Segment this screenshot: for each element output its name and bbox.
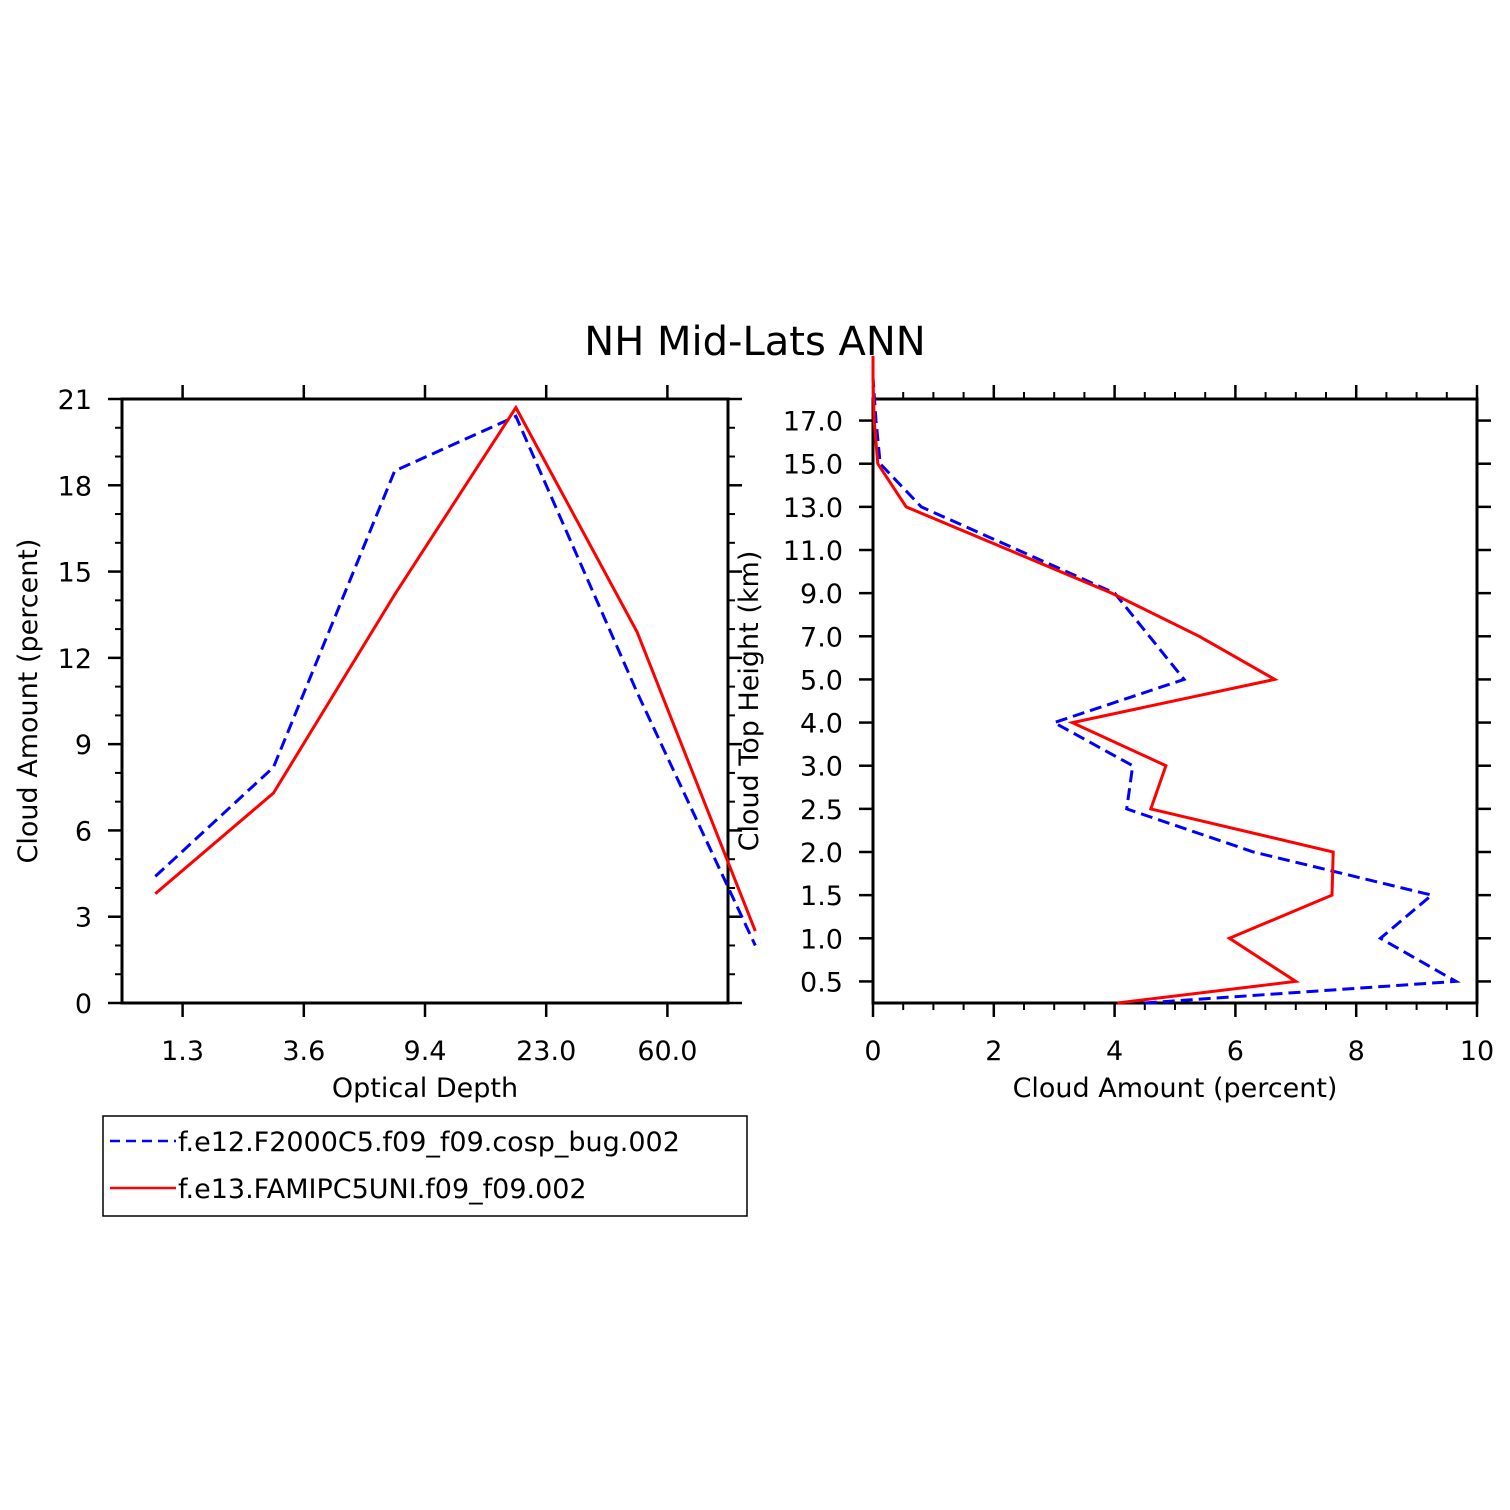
left-x-axis-label: Optical Depth	[332, 1073, 518, 1104]
right-series-line-b	[871, 355, 1335, 1005]
right-series-line-a	[871, 355, 1461, 1005]
right-y-tick-label: 3.0	[800, 752, 843, 783]
left-plot-frame	[120, 397, 730, 1005]
left-y-tick-label: 15	[58, 558, 92, 589]
left-series-lines	[154, 404, 757, 947]
left-y-tick-label: 9	[75, 730, 92, 761]
left-x-tick-label: 60.0	[637, 1036, 697, 1067]
right-x-axis-label: Cloud Amount (percent)	[1013, 1073, 1338, 1104]
legend-box	[102, 1115, 748, 1217]
left-x-tick-label: 9.4	[404, 1036, 447, 1067]
left-series-line-a	[154, 414, 757, 947]
legend: f.e12.F2000C5.f09_f09.cosp_bug.002 f.e13…	[102, 1115, 748, 1217]
right-y-tick-label: 4.0	[800, 709, 843, 740]
right-y-tick-label: 1.0	[800, 924, 843, 955]
right-x-tick-label: 8	[1348, 1036, 1365, 1067]
right-y-tick-label: 5.0	[800, 665, 843, 696]
left-x-tick-label: 3.6	[282, 1036, 325, 1067]
right-y-tick-label: 17.0	[783, 407, 843, 438]
right-y-tick-label: 7.0	[800, 622, 843, 653]
chart-title: NH Mid-Lats ANN	[584, 319, 925, 365]
right-x-tick-label: 10	[1460, 1036, 1494, 1067]
right-y-tick-label: 2.5	[800, 795, 843, 826]
right-y-axis-label: Cloud Top Height (km)	[734, 551, 765, 852]
left-x-tick-label: 23.0	[516, 1036, 576, 1067]
right-series-lines	[871, 355, 1461, 1005]
left-series-line-b	[154, 404, 757, 932]
left-y-axis-label: Cloud Amount (percent)	[13, 539, 44, 864]
right-y-tick-label: 15.0	[783, 450, 843, 481]
left-y-tick-label: 18	[58, 471, 92, 502]
cloud-top-height-panel: 0.5 1.0 1.5 2.0 2.5 3.0 4.0 5.0 7.0 9.0 11.0 13.0 15…	[734, 355, 1494, 1104]
left-y-tick-label: 12	[58, 644, 92, 675]
right-x-tick-label: 4	[1106, 1036, 1123, 1067]
right-y-tick-label: 0.5	[800, 967, 843, 998]
left-y-tick-label: 21	[58, 385, 92, 416]
right-x-tick-label: 2	[985, 1036, 1002, 1067]
right-x-tick-label: 0	[864, 1036, 881, 1067]
left-y-tick-label: 6	[75, 816, 92, 847]
left-y-tick-label: 0	[75, 989, 92, 1020]
optical-depth-panel: 0 3 6 9 12 15 18 21 1.3 3.6 9.4 23.0 60.0 Optical De…	[13, 385, 757, 1104]
legend-label-series-b: f.e13.FAMIPC5UNI.f09_f09.002	[178, 1174, 587, 1205]
right-tick-marks: 0.5 1.0 1.5 2.0 2.5 3.0 4.0 5.0 7.0 9.0 11.0 13.0 15…	[783, 385, 1494, 1067]
right-y-tick-label: 1.5	[800, 881, 843, 912]
left-tick-marks: 0 3 6 9 12 15 18 21 1.3 3.6 9.4 23.0 60.0	[58, 385, 742, 1067]
left-x-tick-label: 1.3	[161, 1036, 204, 1067]
right-x-tick-label: 6	[1227, 1036, 1244, 1067]
legend-label-series-a: f.e12.F2000C5.f09_f09.cosp_bug.002	[178, 1127, 680, 1158]
right-y-tick-label: 13.0	[783, 493, 843, 524]
right-y-tick-label: 9.0	[800, 579, 843, 610]
left-y-tick-label: 3	[75, 903, 92, 934]
right-y-tick-label: 2.0	[800, 838, 843, 869]
right-y-tick-label: 11.0	[783, 536, 843, 567]
